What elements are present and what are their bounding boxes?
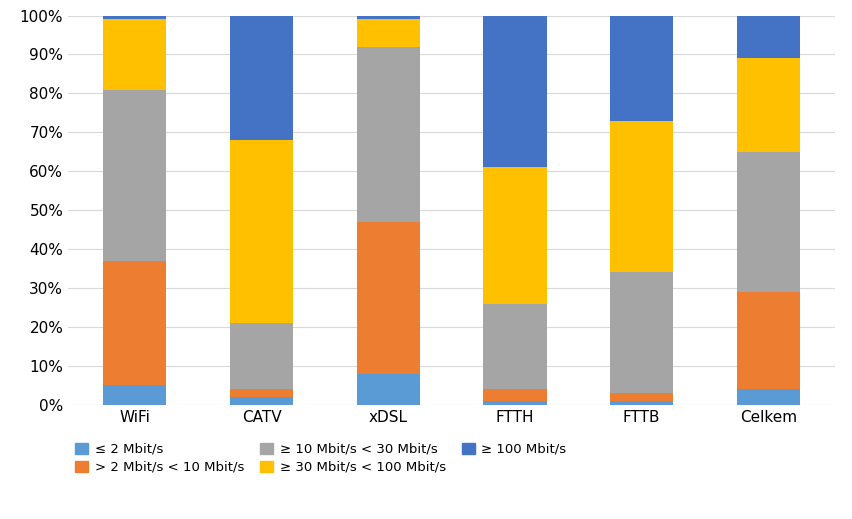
Bar: [230, 16, 293, 140]
Bar: [356, 222, 420, 374]
Bar: [483, 16, 547, 167]
Bar: [230, 323, 293, 389]
Bar: [356, 374, 420, 405]
Bar: [483, 401, 547, 405]
Bar: [230, 140, 293, 323]
Bar: [737, 152, 800, 292]
Bar: [483, 167, 547, 304]
Bar: [356, 16, 420, 19]
Bar: [230, 389, 293, 397]
Bar: [610, 401, 673, 405]
Bar: [483, 304, 547, 389]
Bar: [737, 389, 800, 405]
Bar: [230, 397, 293, 405]
Bar: [610, 16, 673, 121]
Bar: [737, 292, 800, 389]
Bar: [737, 16, 800, 59]
Bar: [103, 90, 166, 261]
Bar: [103, 19, 166, 89]
Bar: [610, 393, 673, 401]
Bar: [737, 59, 800, 152]
Bar: [103, 385, 166, 405]
Bar: [610, 120, 673, 272]
Bar: [103, 16, 166, 19]
Bar: [103, 261, 166, 385]
Bar: [610, 272, 673, 393]
Legend: ≤ 2 Mbit/s, > 2 Mbit/s < 10 Mbit/s, ≥ 10 Mbit/s < 30 Mbit/s, ≥ 30 Mbit/s < 100 M: ≤ 2 Mbit/s, > 2 Mbit/s < 10 Mbit/s, ≥ 10…: [75, 443, 567, 474]
Bar: [356, 19, 420, 47]
Bar: [483, 389, 547, 401]
Bar: [356, 47, 420, 222]
